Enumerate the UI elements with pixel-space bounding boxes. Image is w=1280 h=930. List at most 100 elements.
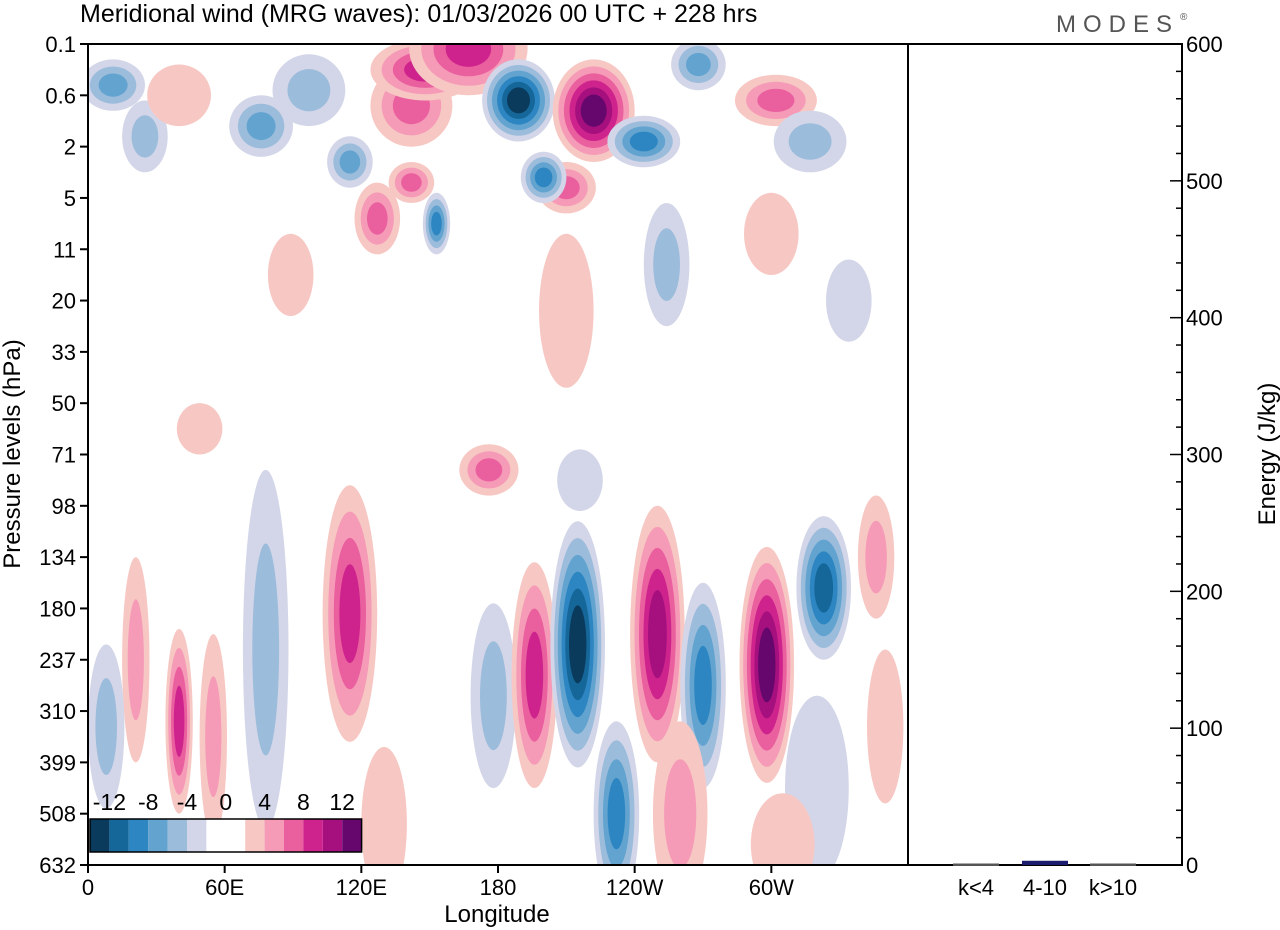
wind-anomaly-cell bbox=[744, 192, 799, 275]
colorbar-label: -8 bbox=[138, 789, 158, 815]
wind-anomaly-cell bbox=[470, 603, 517, 789]
colorbar-label: 0 bbox=[219, 789, 232, 815]
wind-anomaly-cell bbox=[511, 562, 558, 788]
y-tick-label: 310 bbox=[39, 699, 76, 724]
energy-tick-label: 600 bbox=[1186, 32, 1223, 57]
contour-band bbox=[98, 73, 128, 97]
contour-band bbox=[95, 678, 117, 775]
wind-anomaly-cell bbox=[867, 649, 904, 804]
wind-anomaly-cell bbox=[630, 505, 685, 763]
contour-band bbox=[431, 211, 442, 236]
wind-anomaly-cell bbox=[459, 444, 519, 496]
contour-band bbox=[252, 543, 280, 756]
contour-band bbox=[648, 590, 667, 679]
contour-band bbox=[580, 94, 607, 127]
energy-panel-frame bbox=[907, 43, 1183, 866]
y-tick-label: 180 bbox=[39, 596, 76, 621]
energy-category-label: k>10 bbox=[1089, 875, 1137, 900]
contour-band bbox=[367, 202, 388, 235]
wind-anomaly-cell bbox=[739, 546, 795, 783]
colorbar-swatch bbox=[322, 819, 343, 852]
y-tick-label: 11 bbox=[53, 237, 76, 262]
wind-anomaly-cell bbox=[643, 203, 690, 327]
energy-bar bbox=[953, 863, 999, 866]
contour-band bbox=[569, 605, 587, 684]
wind-anomaly-cell bbox=[199, 634, 227, 840]
chart-title: Meridional wind (MRG waves): 01/03/2026 … bbox=[80, 0, 757, 28]
contour-band bbox=[267, 233, 314, 316]
energy-category-label: k<4 bbox=[958, 875, 994, 900]
contour-band bbox=[131, 115, 159, 158]
wind-anomaly-cell bbox=[122, 100, 168, 173]
logo-registered-mark: ® bbox=[1180, 12, 1188, 23]
colorbar-label: -4 bbox=[177, 789, 198, 815]
wind-anomaly-cell bbox=[593, 721, 640, 865]
x-tick-label: 180 bbox=[480, 875, 517, 900]
contour-band bbox=[339, 564, 361, 663]
contour-band bbox=[401, 173, 422, 192]
heatmap-axes: 0.1 0.6 2 5 11 20 33 50 71 98 134 180 237 310 399 508 63… bbox=[39, 32, 794, 900]
x-tick-label: 60E bbox=[205, 875, 244, 900]
contour-band bbox=[445, 44, 492, 67]
x-tick-label: 60W bbox=[749, 875, 794, 900]
y-tick-label: 632 bbox=[39, 853, 76, 878]
colorbar-frame bbox=[89, 818, 363, 853]
x-axis-title: Longitude bbox=[444, 901, 549, 928]
contour-band bbox=[246, 112, 276, 141]
wind-anomaly-cell bbox=[272, 54, 346, 127]
colorbar-swatch bbox=[225, 819, 246, 852]
wind-anomaly-cell bbox=[122, 557, 150, 763]
contour-band bbox=[539, 233, 594, 388]
contour-band bbox=[686, 52, 711, 77]
y-tick-label: 98 bbox=[52, 494, 76, 519]
y-tick-label: 508 bbox=[39, 802, 76, 827]
contour-band bbox=[865, 520, 887, 594]
wind-anomaly-cell bbox=[539, 233, 594, 388]
y-tick-label: 0.1 bbox=[45, 32, 76, 57]
contour-band bbox=[653, 228, 680, 301]
contour-band bbox=[287, 69, 331, 112]
contour-band bbox=[534, 167, 553, 188]
wind-anomaly-cell bbox=[750, 793, 815, 865]
contour-band bbox=[480, 641, 507, 751]
wind-anomaly-cell bbox=[671, 44, 726, 91]
contour-band bbox=[507, 87, 530, 114]
wind-anomaly-cell bbox=[327, 136, 373, 188]
contour-band bbox=[525, 631, 544, 719]
x-tick-label: 120E bbox=[336, 875, 387, 900]
y-tick-label: 20 bbox=[52, 289, 76, 314]
y-tick-label: 5 bbox=[64, 186, 76, 211]
wind-anomaly-cell bbox=[482, 59, 555, 142]
wind-anomaly-cell bbox=[88, 644, 125, 809]
contour-band bbox=[475, 458, 503, 482]
wind-anomaly-cell bbox=[354, 182, 401, 255]
contour-band bbox=[744, 192, 799, 275]
wind-anomaly-cell bbox=[552, 59, 635, 163]
contour-band bbox=[361, 746, 407, 865]
colorbar-swatch bbox=[90, 819, 110, 852]
y-tick-label: 237 bbox=[39, 648, 76, 673]
contour-band bbox=[339, 150, 361, 174]
contour-band bbox=[694, 645, 712, 725]
colorbar-label: 12 bbox=[329, 789, 355, 815]
y-tick-label: 399 bbox=[39, 750, 76, 775]
contour-band bbox=[607, 778, 626, 850]
colorbar-swatch bbox=[245, 819, 265, 852]
wind-anomaly-cell bbox=[267, 233, 314, 316]
colorbar-swatch bbox=[167, 819, 187, 852]
colorbar-swatch bbox=[109, 819, 129, 852]
contour-band bbox=[147, 64, 212, 127]
wind-anomaly-cell bbox=[88, 59, 145, 111]
contour-band bbox=[127, 599, 144, 721]
wind-anomaly-cell bbox=[229, 95, 293, 157]
wind-anomaly-cell bbox=[176, 403, 223, 455]
colorbar-swatch bbox=[206, 819, 226, 852]
y-tick-label: 2 bbox=[64, 135, 76, 160]
energy-tick-label: 400 bbox=[1186, 306, 1223, 331]
contour-band bbox=[750, 793, 815, 865]
y-axis-title: Pressure levels (hPa) bbox=[0, 339, 26, 568]
energy-tick-label: 200 bbox=[1186, 579, 1223, 604]
wind-anomaly-cell bbox=[322, 485, 378, 742]
contour-band bbox=[557, 449, 603, 512]
